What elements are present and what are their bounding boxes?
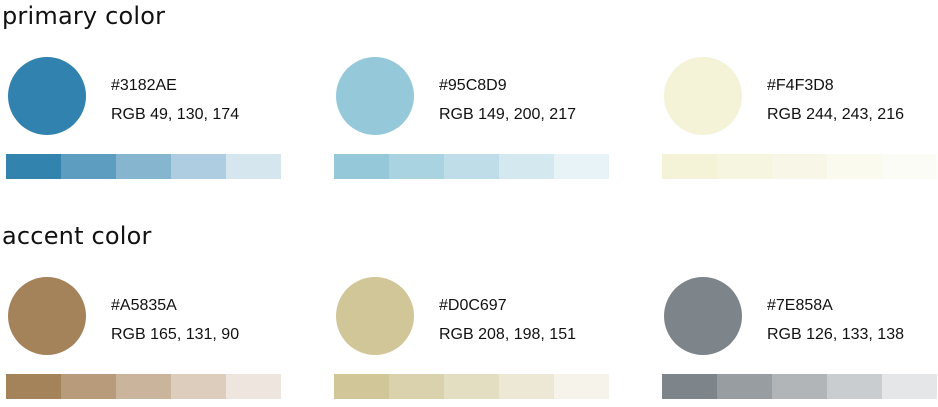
color-card-95c8d9: #95C8D9 RGB 149, 200, 217 [334,57,609,187]
tint-segment [827,374,882,399]
tint-segment [444,374,499,399]
tint-scale [6,154,281,179]
hex-code-label: #7E858A [767,297,833,314]
tint-segment [499,374,554,399]
tint-segment [116,154,171,179]
tint-segment [827,154,882,179]
tint-segment [61,154,116,179]
rgb-value-label: RGB 49, 130, 174 [111,106,240,123]
color-swatch-circle [664,277,742,355]
tint-segment [61,374,116,399]
tint-segment [226,154,281,179]
tint-scale [662,154,937,179]
rgb-value-label: RGB 208, 198, 151 [439,326,576,343]
hex-code-label: #A5835A [111,297,177,314]
tint-segment [6,154,61,179]
tint-segment [717,374,772,399]
rgb-value-label: RGB 126, 133, 138 [767,326,904,343]
color-card-f4f3d8: #F4F3D8 RGB 244, 243, 216 [662,57,937,187]
rgb-value-label: RGB 165, 131, 90 [111,326,240,343]
tint-scale [334,374,609,399]
tint-segment [6,374,61,399]
tint-segment [772,154,827,179]
rgb-value-label: RGB 149, 200, 217 [439,106,576,123]
tint-segment [662,154,717,179]
tint-segment [444,154,499,179]
tint-segment [717,154,772,179]
tint-scale [6,374,281,399]
color-swatch-circle [8,57,86,135]
tint-segment [334,154,389,179]
tint-segment [662,374,717,399]
color-card-d0c697: #D0C697 RGB 208, 198, 151 [334,277,609,407]
hex-code-label: #D0C697 [439,297,507,314]
tint-segment [226,374,281,399]
color-swatch-circle [336,57,414,135]
tint-segment [171,374,226,399]
tint-segment [554,374,609,399]
hex-code-label: #F4F3D8 [767,77,834,94]
hex-code-label: #95C8D9 [439,77,507,94]
tint-segment [116,374,171,399]
tint-segment [171,154,226,179]
rgb-value-label: RGB 244, 243, 216 [767,106,904,123]
color-swatch-circle [336,277,414,355]
tint-segment [554,154,609,179]
tint-segment [389,154,444,179]
tint-segment [882,154,937,179]
color-card-a5835a: #A5835A RGB 165, 131, 90 [6,277,281,407]
accent-color-heading: accent color [2,222,152,250]
color-card-7e858a: #7E858A RGB 126, 133, 138 [662,277,937,407]
tint-segment [499,154,554,179]
tint-scale [334,154,609,179]
tint-segment [334,374,389,399]
tint-scale [662,374,937,399]
color-swatch-circle [664,57,742,135]
color-card-3182ae: #3182AE RGB 49, 130, 174 [6,57,281,187]
hex-code-label: #3182AE [111,77,177,94]
tint-segment [882,374,937,399]
tint-segment [772,374,827,399]
tint-segment [389,374,444,399]
primary-color-heading: primary color [2,2,166,30]
color-swatch-circle [8,277,86,355]
